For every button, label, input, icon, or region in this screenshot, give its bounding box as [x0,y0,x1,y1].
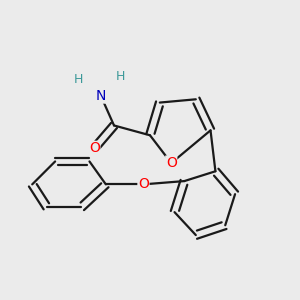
Text: H: H [116,70,125,83]
Text: O: O [166,156,177,170]
Text: O: O [138,177,149,191]
Text: N: N [96,89,106,103]
Text: O: O [89,141,100,155]
Text: H: H [73,73,83,86]
